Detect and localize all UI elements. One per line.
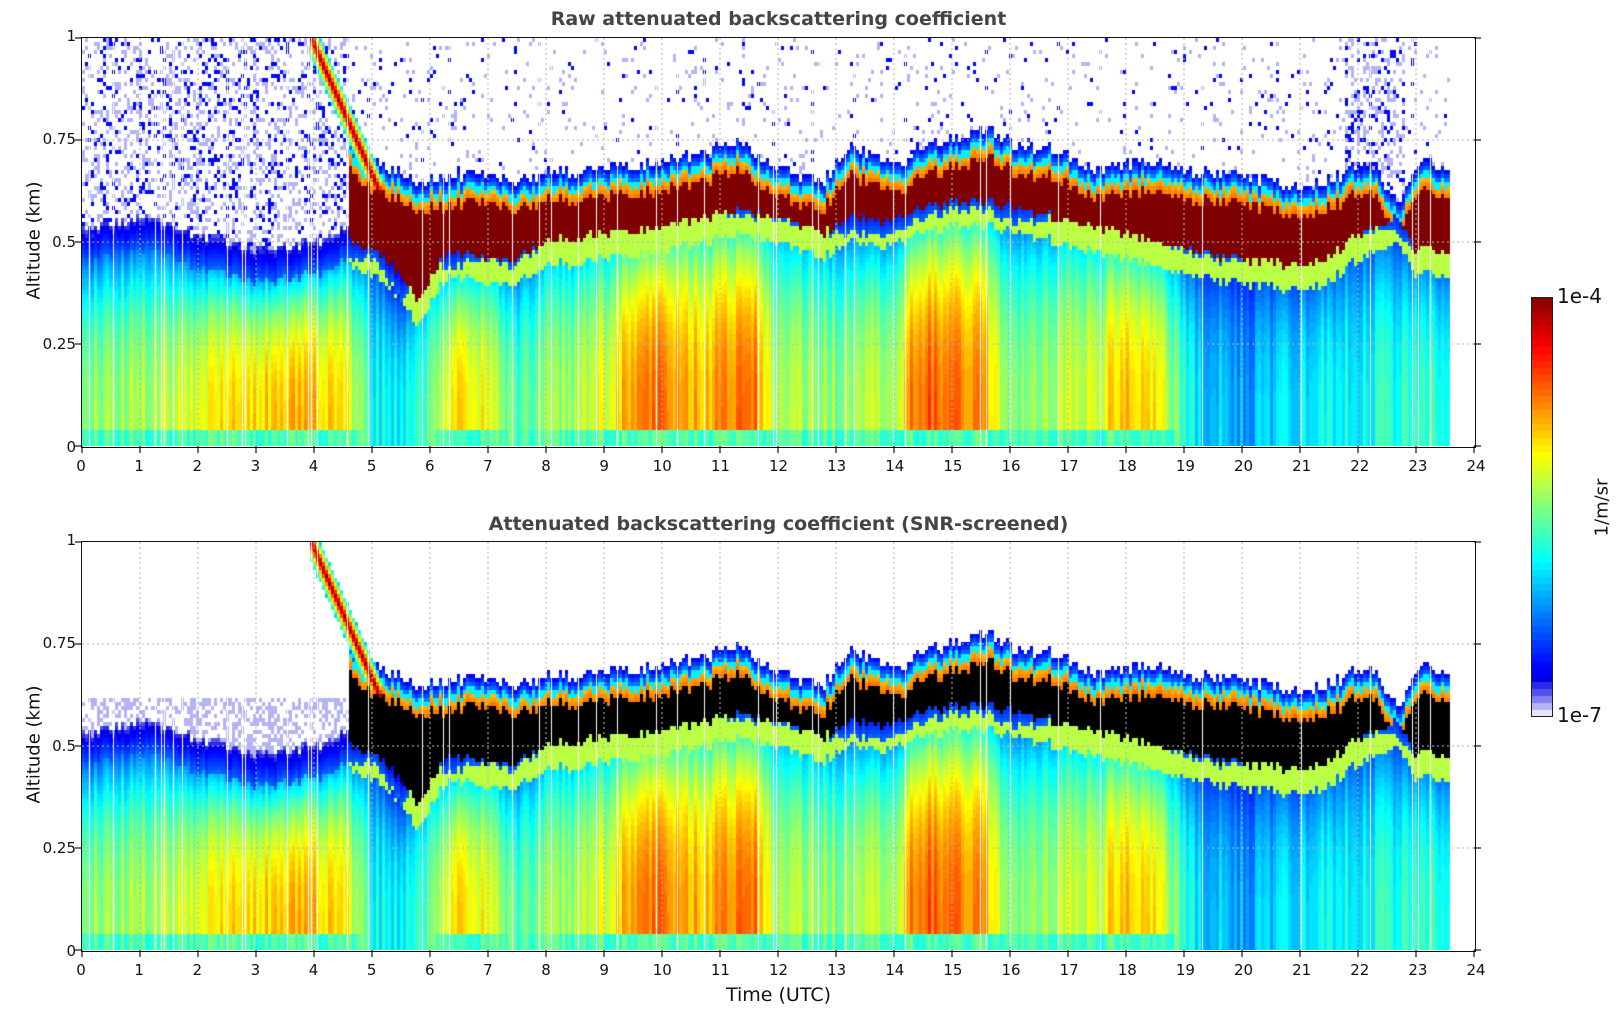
x-tick-label: 15 bbox=[943, 961, 963, 979]
x-tick-label: 22 bbox=[1350, 457, 1370, 475]
x-tick-label: 0 bbox=[76, 457, 86, 475]
bottom-panel-title: Attenuated backscattering coefficient (S… bbox=[488, 513, 1069, 535]
x-tick-label: 0 bbox=[76, 961, 86, 979]
colorbar-min-label: 1e-7 bbox=[1557, 703, 1602, 727]
x-tick-label: 14 bbox=[885, 961, 905, 979]
top-heatmap-canvas bbox=[82, 38, 1474, 446]
x-tick-label: 23 bbox=[1408, 961, 1428, 979]
x-tick-label: 1 bbox=[134, 961, 144, 979]
colorbar-max-label: 1e-4 bbox=[1557, 284, 1602, 308]
x-tick-label: 11 bbox=[710, 457, 730, 475]
x-tick-label: 4 bbox=[308, 457, 319, 475]
top-heatmap-axes bbox=[75, 37, 1481, 453]
y-tick-label: 0.5 bbox=[52, 736, 76, 755]
x-tick-label: 17 bbox=[1059, 457, 1079, 475]
x-tick-label: 4 bbox=[308, 961, 319, 979]
y-tick-label: 1 bbox=[66, 27, 76, 45]
y-tick-label: 0.25 bbox=[42, 839, 76, 858]
x-tick-label: 8 bbox=[541, 457, 551, 475]
x-tick-label: 7 bbox=[483, 457, 493, 475]
x-tick-label: 2 bbox=[192, 457, 203, 475]
y-tick-label: 0.75 bbox=[42, 633, 76, 652]
top-panel-title: Raw attenuated backscattering coefficien… bbox=[550, 8, 1007, 30]
colorbar bbox=[1531, 297, 1553, 717]
x-tick-label: 16 bbox=[1001, 961, 1021, 979]
y-tick-label: 0 bbox=[66, 438, 76, 456]
x-tick-label: 12 bbox=[768, 961, 789, 979]
x-tick-label: 7 bbox=[483, 961, 493, 979]
x-tick-label: 20 bbox=[1233, 961, 1254, 979]
x-tick-label: 16 bbox=[1001, 457, 1021, 475]
x-tick-label: 14 bbox=[885, 457, 905, 475]
y-tick-label: 0.25 bbox=[42, 335, 76, 354]
x-tick-label: 1 bbox=[134, 457, 144, 475]
y-tick-label: 0.75 bbox=[42, 129, 76, 148]
x-tick-label: 24 bbox=[1466, 961, 1486, 979]
y-tick-label: 0 bbox=[66, 942, 76, 960]
x-axis-label: Time (UTC) bbox=[725, 984, 832, 1006]
x-tick-label: 3 bbox=[250, 457, 261, 475]
x-tick-label: 6 bbox=[424, 961, 435, 979]
bottom-heatmap-axes bbox=[75, 541, 1481, 957]
x-tick-label: 13 bbox=[827, 961, 847, 979]
colorbar-unit-label: 1/m/sr bbox=[1591, 478, 1613, 537]
x-tick-label: 3 bbox=[250, 961, 261, 979]
x-tick-label: 2 bbox=[192, 961, 203, 979]
x-tick-label: 21 bbox=[1292, 457, 1312, 475]
x-tick-label: 23 bbox=[1408, 457, 1428, 475]
x-tick-label: 5 bbox=[366, 457, 377, 475]
x-tick-label: 5 bbox=[366, 961, 377, 979]
x-tick-label: 17 bbox=[1059, 961, 1079, 979]
x-tick-label: 8 bbox=[541, 961, 551, 979]
x-tick-label: 15 bbox=[943, 457, 963, 475]
x-tick-label: 18 bbox=[1117, 457, 1137, 475]
x-tick-label: 9 bbox=[599, 961, 609, 979]
y-tick-label: 0.5 bbox=[52, 232, 76, 251]
x-tick-label: 19 bbox=[1175, 961, 1195, 979]
x-tick-label: 24 bbox=[1466, 457, 1486, 475]
x-tick-label: 21 bbox=[1292, 961, 1312, 979]
x-tick-label: 19 bbox=[1175, 457, 1195, 475]
x-tick-label: 18 bbox=[1117, 961, 1137, 979]
x-tick-label: 11 bbox=[710, 961, 730, 979]
x-tick-label: 10 bbox=[652, 961, 672, 979]
x-tick-label: 10 bbox=[652, 457, 672, 475]
x-tick-label: 20 bbox=[1233, 457, 1254, 475]
bottom-heatmap-canvas bbox=[82, 542, 1474, 950]
x-tick-label: 12 bbox=[768, 457, 789, 475]
x-tick-label: 9 bbox=[599, 457, 609, 475]
y-tick-label: 1 bbox=[66, 531, 76, 549]
x-tick-label: 22 bbox=[1350, 961, 1370, 979]
x-tick-label: 13 bbox=[827, 457, 847, 475]
x-tick-label: 6 bbox=[424, 457, 435, 475]
